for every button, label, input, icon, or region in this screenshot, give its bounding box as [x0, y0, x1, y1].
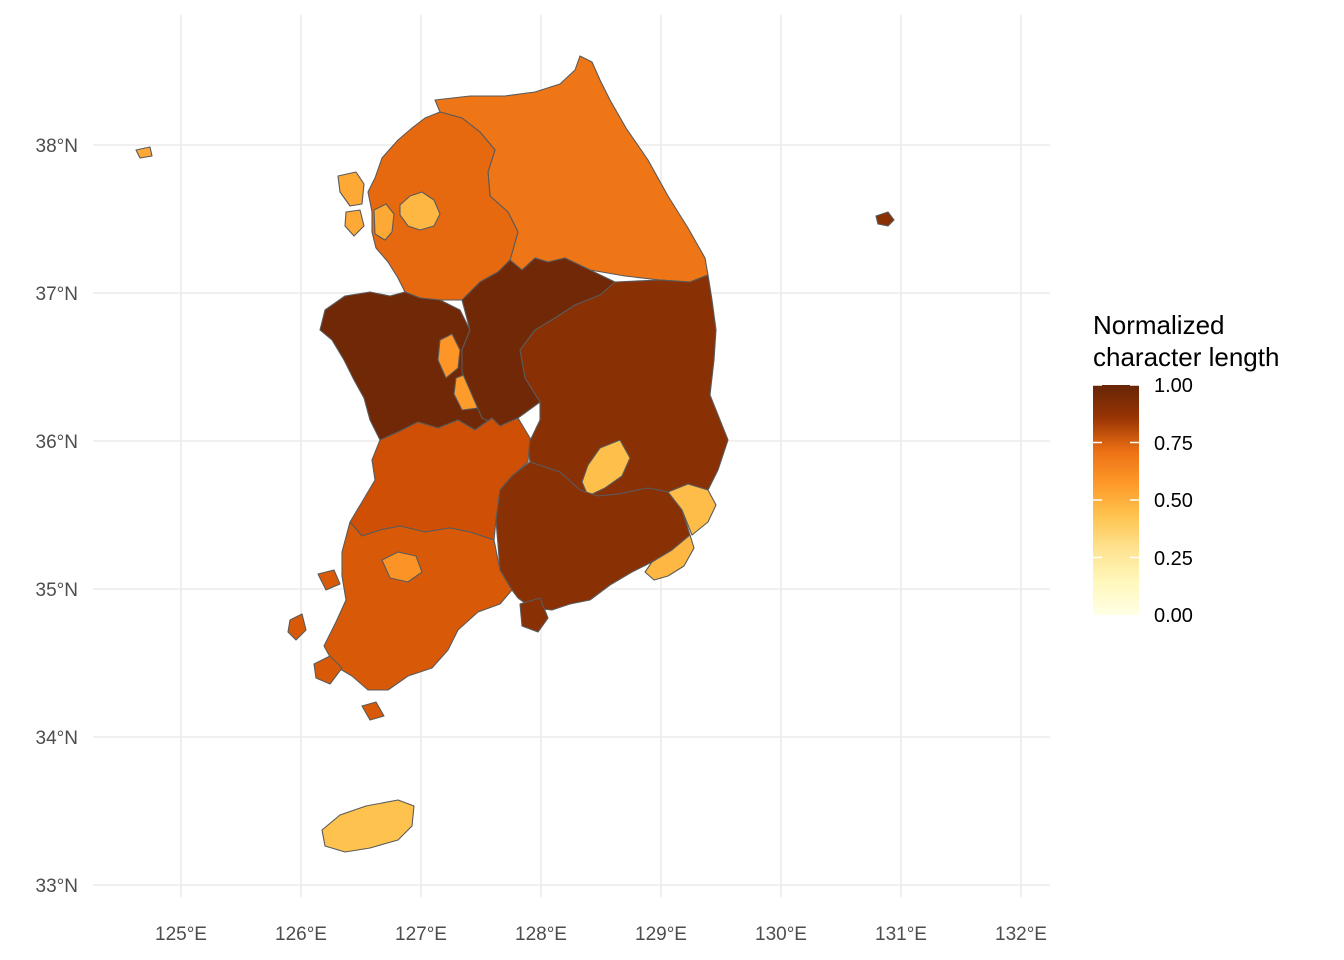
x-axis: 125°E 126°E 127°E 128°E 129°E 130°E 131°…: [155, 924, 1047, 945]
legend-tick-label: 0.25: [1154, 548, 1193, 570]
x-tick-label: 130°E: [755, 924, 807, 945]
region-incheon-island-3: [135, 146, 153, 159]
region-incheon: [373, 203, 395, 241]
y-axis: 33°N 34°N 35°N 36°N 37°N 38°N: [36, 136, 78, 897]
region-ulsan: [667, 483, 717, 536]
x-tick-label: 125°E: [155, 924, 207, 945]
region-jeonnam-island-4: [317, 569, 341, 591]
y-tick-label: 34°N: [36, 728, 78, 749]
legend-title-line2: character length: [1093, 342, 1279, 372]
y-tick-label: 36°N: [36, 432, 78, 453]
regions: [135, 55, 895, 853]
legend-title-line1: Normalized: [1093, 310, 1225, 340]
region-incheon-island-1: [337, 171, 365, 207]
y-tick-label: 35°N: [36, 580, 78, 601]
region-seoul: [399, 191, 441, 231]
region-gwangju: [381, 551, 423, 583]
legend-tick-label: 1.00: [1154, 375, 1193, 397]
legend-tick-label: 0.50: [1154, 490, 1193, 512]
x-tick-label: 126°E: [275, 924, 327, 945]
region-jeonnam-island-2: [313, 655, 343, 685]
y-tick-label: 38°N: [36, 136, 78, 157]
y-tick-label: 37°N: [36, 284, 78, 305]
region-busan: [644, 534, 695, 581]
x-tick-label: 129°E: [635, 924, 687, 945]
region-gyeongnam-islands: [519, 597, 549, 633]
region-jeonnam: [323, 521, 513, 691]
region-jeju: [321, 799, 415, 853]
region-ulleung: [875, 211, 895, 227]
legend: Normalized character length 1.00 0.75 0.…: [1093, 310, 1279, 627]
region-incheon-island-2: [344, 209, 365, 237]
region-jeonnam-island-3: [361, 701, 385, 721]
y-tick-label: 33°N: [36, 876, 78, 897]
legend-tick-label: 0.00: [1154, 605, 1193, 627]
x-tick-label: 132°E: [995, 924, 1047, 945]
x-tick-label: 128°E: [515, 924, 567, 945]
legend-tick-label: 0.75: [1154, 433, 1193, 455]
region-sejong: [437, 333, 461, 379]
x-tick-label: 131°E: [875, 924, 927, 945]
region-daegu: [581, 439, 631, 497]
x-tick-label: 127°E: [395, 924, 447, 945]
region-jeonnam-island-1: [287, 613, 307, 641]
